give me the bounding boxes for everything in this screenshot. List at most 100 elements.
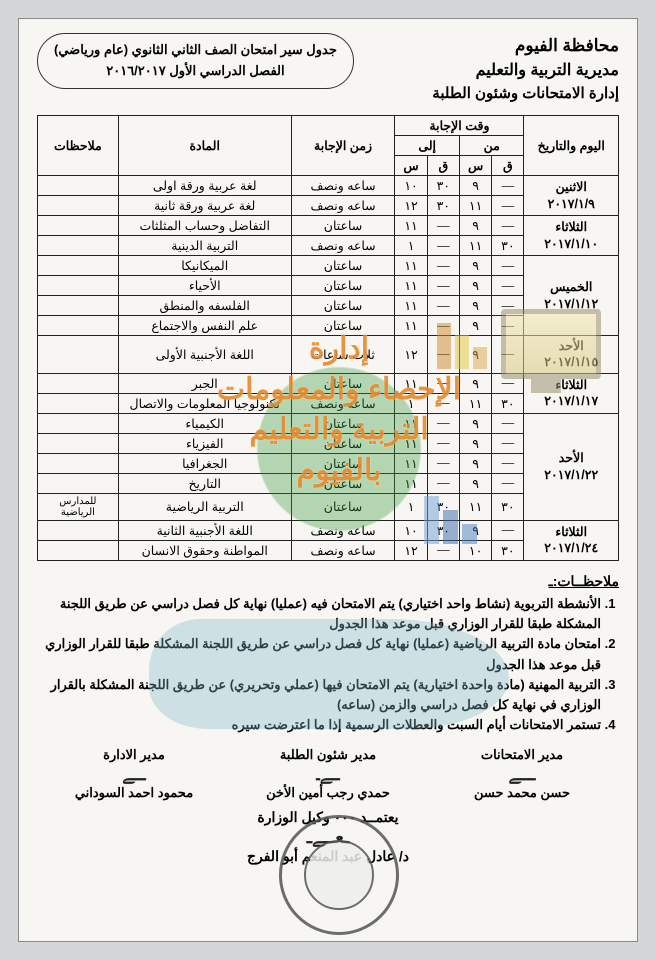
time-cell: —	[492, 196, 524, 216]
duration-cell: ساعتان	[291, 433, 395, 453]
time-cell: ٣٠	[492, 393, 524, 413]
time-cell: ١	[395, 493, 427, 520]
semester-title: الفصل الدراسي الأول ٢٠١٦/٢٠١٧	[54, 61, 337, 82]
subject-cell: التربية الرياضية	[118, 493, 291, 520]
notes-title: ملاحظــات:ـ	[37, 571, 619, 593]
subject-cell: الفلسفه والمنطق	[118, 296, 291, 316]
time-cell: —	[492, 336, 524, 374]
table-row: الثلاثاء٢٠١٧/١/١٧—٩—١١ساعتانالجبر	[38, 373, 619, 393]
subject-cell: التفاضل وحساب المثلثات	[118, 216, 291, 236]
time-cell: ٩	[459, 296, 491, 316]
time-cell: ٩	[459, 413, 491, 433]
time-cell: —	[427, 256, 459, 276]
time-cell: —	[427, 473, 459, 493]
time-cell: —	[492, 413, 524, 433]
note-cell: للمدارس الرياضية	[38, 493, 119, 520]
header: محافظة الفيوم مديرية التربية والتعليم إد…	[37, 33, 619, 105]
duration-cell: ساعتان	[291, 373, 395, 393]
note-cell	[38, 520, 119, 540]
time-cell: —	[492, 453, 524, 473]
sign-exams-name: حسن محمد حسن	[425, 785, 619, 801]
time-cell: ٩	[459, 216, 491, 236]
day-cell: الثلاثاء٢٠١٧/١/٢٤	[524, 520, 619, 560]
time-cell: —	[492, 316, 524, 336]
time-cell: —	[492, 373, 524, 393]
col-from-s: س	[459, 156, 491, 176]
note-cell	[38, 473, 119, 493]
time-cell: ٩	[459, 336, 491, 374]
col-duration: زمن الإجابة	[291, 116, 395, 176]
time-cell: ١١	[395, 316, 427, 336]
time-cell: ١١	[395, 473, 427, 493]
duration-cell: ساعه ونصف	[291, 520, 395, 540]
subject-cell: الجغرافيا	[118, 453, 291, 473]
time-cell: —	[492, 473, 524, 493]
time-cell: —	[492, 433, 524, 453]
time-cell: ١١	[459, 236, 491, 256]
time-cell: ١١	[395, 413, 427, 433]
time-cell: ٣٠	[427, 176, 459, 196]
exam-schedule-table: اليوم والتاريخ وقت الإجابة زمن الإجابة ا…	[37, 115, 619, 561]
department: إدارة الامتحانات وشئون الطلبة	[432, 83, 619, 106]
time-cell: ١١	[395, 216, 427, 236]
time-cell: ٣٠	[492, 540, 524, 560]
sign-exams: مدير الامتحانات ــــﮯ حسن محمد حسن	[425, 747, 619, 801]
duration-cell: ساعتان	[291, 316, 395, 336]
time-cell: ١٢	[395, 196, 427, 216]
table-row: الأحد٢٠١٧/١/١٥—٩—١٢ثلاث ساعاتاللغة الأجن…	[38, 336, 619, 374]
subject-cell: اللغة الأجنبية الثانية	[118, 520, 291, 540]
time-cell: ٣٠	[427, 520, 459, 540]
duration-cell: ساعتان	[291, 276, 395, 296]
directorate: مديرية التربية والتعليم	[432, 59, 619, 83]
time-cell: ١	[395, 236, 427, 256]
note-item: امتحان مادة التربية الرياضية (عمليا) نها…	[37, 634, 601, 674]
time-cell: —	[427, 453, 459, 473]
duration-cell: ساعتان	[291, 216, 395, 236]
subject-cell: لغة عربية ورقة اولى	[118, 176, 291, 196]
note-cell	[38, 256, 119, 276]
col-subject: المادة	[118, 116, 291, 176]
time-cell: ١١	[395, 276, 427, 296]
time-cell: ١٠	[459, 540, 491, 560]
table-row: الثلاثاء٢٠١٧/١/٢٤—٩٣٠١٠ساعه ونصفاللغة ال…	[38, 520, 619, 540]
day-cell: الثلاثاء٢٠١٧/١/١٠	[524, 216, 619, 256]
time-cell: ٩	[459, 276, 491, 296]
duration-cell: ثلاث ساعات	[291, 336, 395, 374]
subject-cell: الكيمياء	[118, 413, 291, 433]
time-cell: —	[492, 276, 524, 296]
duration-cell: ساعتان	[291, 493, 395, 520]
time-cell: ٣٠	[427, 493, 459, 520]
duration-cell: ساعتان	[291, 473, 395, 493]
time-cell: —	[427, 316, 459, 336]
time-cell: ١٠	[395, 520, 427, 540]
time-cell: —	[427, 296, 459, 316]
time-cell: —	[427, 276, 459, 296]
schedule-title: جدول سير امتحان الصف الثاني الثانوي (عام…	[54, 40, 337, 61]
signatures-row: مدير الامتحانات ــــﮯ حسن محمد حسن مدير …	[37, 747, 619, 801]
table-row: الخميس٢٠١٧/١/١٢—٩—١١ساعتانالميكانيكا	[38, 256, 619, 276]
time-cell: —	[492, 520, 524, 540]
note-cell	[38, 316, 119, 336]
notes-block: ملاحظــات:ـ الأنشطة التربوية (نشاط واحد …	[37, 571, 619, 736]
subject-cell: التاريخ	[118, 473, 291, 493]
time-cell: —	[427, 540, 459, 560]
time-cell: ١١	[395, 296, 427, 316]
table-row: الاثنين٢٠١٧/١/٩—٩٣٠١٠ساعه ونصفلغة عربية …	[38, 176, 619, 196]
signature-scribble: ــﮯـ	[231, 765, 425, 783]
signature-scribble: ـــﮯ	[37, 765, 231, 783]
governorate: محافظة الفيوم	[432, 33, 619, 59]
duration-cell: ساعتان	[291, 296, 395, 316]
col-day: اليوم والتاريخ	[524, 116, 619, 176]
day-cell: الأحد٢٠١٧/١/١٥	[524, 336, 619, 374]
col-from: من	[459, 136, 524, 156]
time-cell: —	[427, 433, 459, 453]
sign-exams-title: مدير الامتحانات	[425, 747, 619, 763]
note-cell	[38, 433, 119, 453]
subject-cell: الميكانيكا	[118, 256, 291, 276]
note-cell	[38, 276, 119, 296]
time-cell: ٩	[459, 256, 491, 276]
day-cell: الأحد٢٠١٧/١/٢٢	[524, 413, 619, 520]
col-to-q: ق	[427, 156, 459, 176]
duration-cell: ساعه ونصف	[291, 176, 395, 196]
time-cell: —	[492, 216, 524, 236]
